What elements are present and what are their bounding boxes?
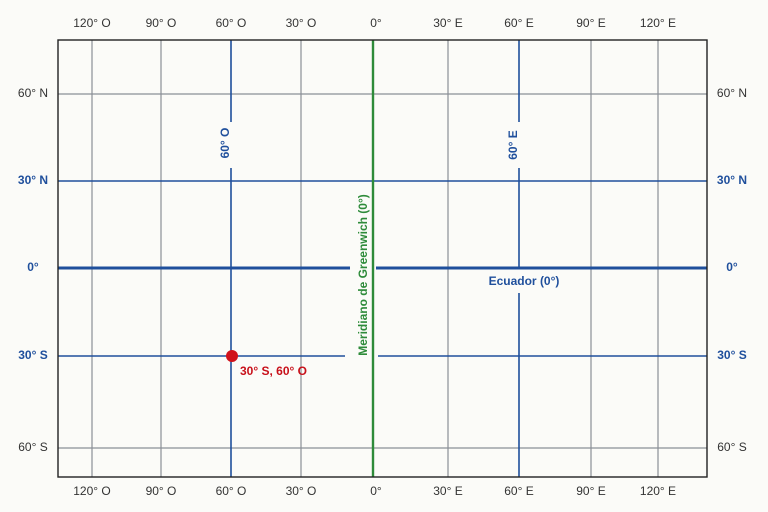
frame: [57, 39, 708, 478]
grid: [57, 39, 708, 478]
latitude-label: 60° N: [717, 86, 747, 100]
latitude-label: 60° S: [18, 440, 47, 454]
latitude-label: 0°: [726, 260, 738, 274]
longitude-label: 30° E: [433, 484, 462, 498]
longitude-label: 90° E: [576, 16, 605, 30]
latitude-label: 30° N: [717, 173, 747, 187]
longitude-label: 60° E: [504, 16, 533, 30]
longitude-label: 90° O: [146, 16, 177, 30]
longitude-label: 60° O: [216, 16, 247, 30]
meridian-label: 60° E: [506, 130, 520, 159]
longitude-label: 120° E: [640, 16, 676, 30]
latitude-label: 30° S: [18, 348, 47, 362]
latitude-label: 30° N: [18, 173, 48, 187]
longitude-label: 60° O: [216, 484, 247, 498]
latitude-label: 0°: [27, 260, 39, 274]
longitude-label: 90° E: [576, 484, 605, 498]
longitude-label: 30° O: [286, 16, 317, 30]
longitude-label: 60° E: [504, 484, 533, 498]
longitude-label: 90° O: [146, 484, 177, 498]
point-label: 30° S, 60° O: [240, 364, 307, 378]
longitude-label: 30° E: [433, 16, 462, 30]
equator-label: Ecuador (0°): [489, 274, 560, 288]
meridian-label: 60° O: [218, 128, 232, 159]
longitude-label: 0°: [370, 16, 382, 30]
longitude-label: 0°: [370, 484, 382, 498]
longitude-label: 120° E: [640, 484, 676, 498]
latitude-label: 60° N: [18, 86, 48, 100]
longitude-label: 120° O: [73, 484, 111, 498]
greenwich-label: Meridiano de Greenwich (0°): [356, 194, 370, 356]
latitude-label: 60° S: [717, 440, 746, 454]
longitude-label: 30° O: [286, 484, 317, 498]
longitude-label: 120° O: [73, 16, 111, 30]
point: [226, 350, 238, 362]
latitude-label: 30° S: [717, 348, 746, 362]
